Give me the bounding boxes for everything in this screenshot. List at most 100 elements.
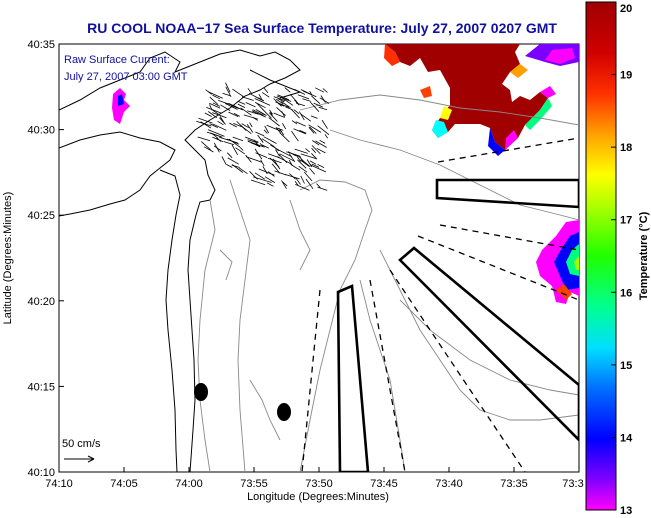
current-vector (219, 116, 225, 124)
current-vector (207, 129, 225, 137)
radial-dashed-lines (301, 137, 579, 472)
current-vector (305, 178, 314, 190)
current-vector (315, 140, 327, 148)
current-vector (317, 186, 328, 191)
current-vector (201, 141, 211, 151)
current-vector (282, 181, 288, 187)
current-vector (317, 125, 330, 136)
x-tick-label: 73:35 (500, 478, 528, 490)
current-vector (278, 154, 288, 164)
current-vector (257, 134, 263, 142)
current-annotation-line2: July 27, 2007 03:00 GMT (64, 71, 188, 83)
current-vector (251, 110, 266, 118)
current-vector (312, 140, 320, 146)
current-vector (216, 137, 222, 142)
current-vector (238, 145, 244, 151)
current-vector (231, 164, 244, 173)
bathymetry-contours (197, 94, 579, 472)
x-tick-label: 73:40 (435, 478, 463, 490)
current-vector (228, 102, 243, 111)
current-vector (277, 98, 285, 103)
current-vector (245, 156, 262, 163)
current-vector (226, 164, 233, 168)
current-vector (246, 123, 254, 133)
current-vector (321, 119, 328, 129)
colorbar-tick-label: 18 (620, 142, 632, 154)
current-vector (223, 141, 235, 146)
colorbar-label: Temperature (°C) (638, 211, 650, 300)
current-vector (300, 153, 317, 159)
current-vector (257, 110, 266, 116)
survey-boxes (336, 178, 579, 472)
current-vector (285, 106, 293, 111)
current-vector (308, 124, 322, 133)
y-tick-label: 40:15 (27, 381, 55, 393)
current-vector (261, 138, 275, 148)
y-tick-label: 40:20 (27, 296, 55, 308)
current-vector (253, 176, 272, 183)
current-vector (316, 183, 321, 189)
y-tick-label: 40:25 (27, 210, 55, 222)
colorbar-tick-label: 14 (620, 432, 633, 444)
current-vector (261, 92, 270, 98)
current-vector (274, 170, 287, 176)
current-vector (298, 111, 305, 121)
current-vector (209, 96, 219, 105)
current-vector (255, 131, 265, 137)
current-vector (222, 92, 231, 97)
sst-patch-east (536, 220, 579, 304)
current-vector (277, 156, 292, 165)
current-vector (219, 117, 226, 125)
current-vector (315, 87, 325, 93)
current-vector (259, 142, 264, 148)
current-vector (309, 160, 317, 165)
y-tick-label: 40:10 (27, 467, 55, 479)
current-vector (297, 94, 310, 100)
current-vector (241, 123, 249, 129)
current-vector (294, 89, 306, 95)
current-vector (231, 144, 238, 155)
current-vector (264, 176, 276, 183)
colorbar-ticks: 13 14 15 16 17 18 19 20 (611, 1, 633, 517)
current-vector (247, 140, 265, 148)
y-tick-label: 40:30 (27, 125, 55, 137)
current-vector (316, 147, 326, 154)
current-vector (241, 96, 254, 101)
current-vector (224, 103, 238, 110)
current-vector (311, 145, 321, 155)
current-vector (208, 91, 223, 99)
current-vector (303, 90, 317, 98)
current-vector (311, 147, 316, 154)
sst-patch-northwest (112, 88, 130, 124)
current-vector (263, 129, 268, 134)
current-vector (296, 155, 301, 162)
x-tick-label: 73:45 (370, 478, 398, 490)
current-vector (310, 115, 318, 119)
current-vector (275, 149, 280, 157)
current-vector (269, 112, 278, 122)
current-vector (240, 107, 252, 116)
colorbar (585, 1, 617, 511)
current-vector (300, 159, 310, 167)
current-vector (227, 152, 233, 159)
x-axis-ticks: 74:10 74:05 74:00 73:55 73:50 73:45 73:40 73:35… (45, 467, 584, 490)
x-tick-label: 74:10 (45, 478, 73, 490)
current-vector (212, 94, 221, 100)
current-vector (279, 132, 290, 143)
current-vector (295, 177, 301, 185)
current-vector (300, 113, 312, 122)
current-vector (212, 123, 227, 131)
current-vector (271, 163, 281, 174)
current-vector (262, 108, 272, 119)
current-vector (273, 112, 285, 118)
sst-patch-north (384, 44, 579, 156)
x-tick-label: 73:50 (305, 478, 333, 490)
current-vector (276, 98, 284, 105)
current-vector (310, 164, 327, 173)
current-vector (310, 101, 320, 112)
current-vector (276, 95, 292, 102)
current-annotation-line1: Raw Surface Current: (64, 54, 170, 66)
current-vector (294, 99, 300, 106)
current-vector (290, 164, 301, 171)
current-vector (209, 123, 218, 128)
